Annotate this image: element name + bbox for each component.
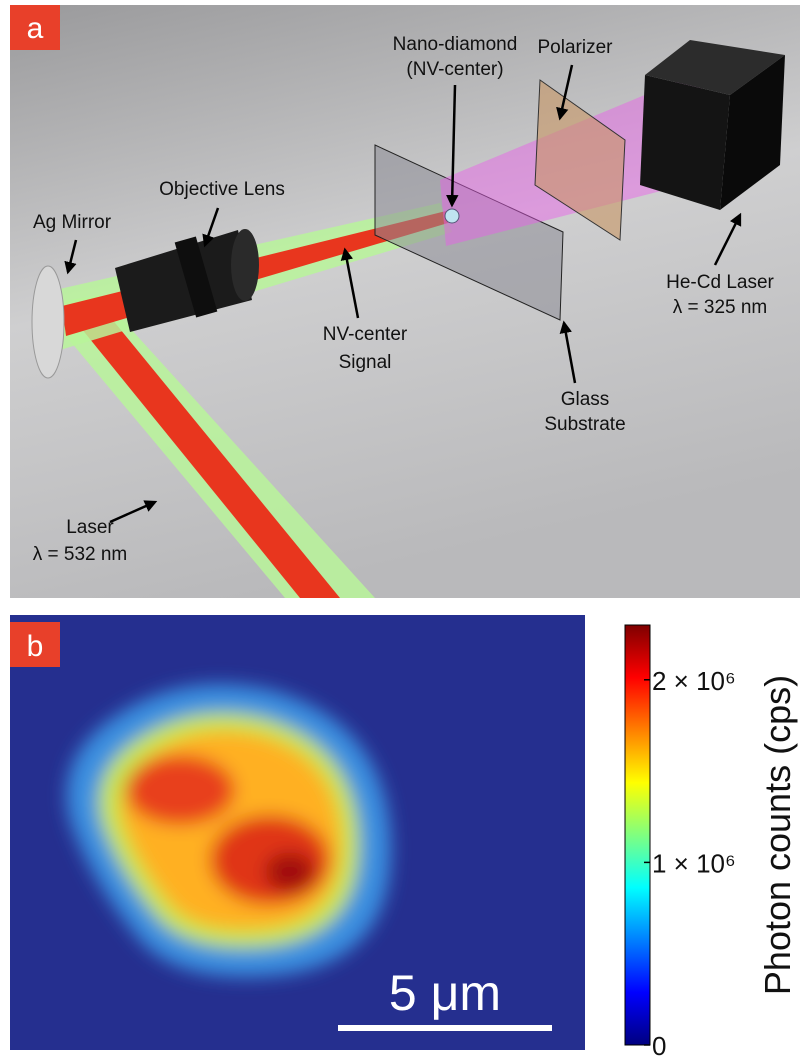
nano-diamond bbox=[445, 209, 459, 223]
panel-label: a bbox=[27, 12, 44, 45]
label: (NV-center) bbox=[406, 59, 503, 80]
objective-end bbox=[231, 229, 259, 301]
label: Substrate bbox=[544, 414, 625, 435]
label: He-Cd Laser bbox=[666, 272, 774, 293]
figure: a Nano-diamond (NV-center) Polarizer Obj… bbox=[0, 0, 805, 1063]
level bbox=[125, 755, 235, 825]
label: Signal bbox=[339, 352, 392, 373]
ag-mirror bbox=[32, 266, 64, 378]
label: λ = 325 nm bbox=[673, 297, 768, 318]
colorbar bbox=[625, 625, 650, 1045]
panel-label: b bbox=[27, 630, 44, 663]
label: Ag Mirror bbox=[33, 212, 112, 233]
colorbar-tick-label: 1 × 10⁶ bbox=[652, 848, 736, 878]
colorbar-ticks: 0 1 × 10⁶ 2 × 10⁶ bbox=[644, 666, 736, 1061]
label: Polarizer bbox=[538, 37, 614, 58]
scale-bar-label: 5 μm bbox=[389, 965, 501, 1021]
label: NV-center bbox=[323, 324, 408, 345]
panel-b: b 5 μm Photon counts (cps) 0 1 × 10⁶ 2 × 1… bbox=[10, 615, 798, 1061]
colorbar-tick-label: 0 bbox=[652, 1031, 666, 1061]
label: Objective Lens bbox=[159, 179, 285, 200]
label: Laser bbox=[66, 517, 114, 538]
label: Glass bbox=[561, 389, 610, 410]
label: Nano-diamond bbox=[393, 34, 518, 55]
colorbar-tick-label: 2 × 10⁶ bbox=[652, 666, 736, 696]
panel-a: a Nano-diamond (NV-center) Polarizer Obj… bbox=[10, 5, 800, 598]
label: λ = 532 nm bbox=[33, 544, 128, 565]
level bbox=[265, 852, 315, 892]
colorbar-title: Photon counts (cps) bbox=[757, 675, 798, 995]
